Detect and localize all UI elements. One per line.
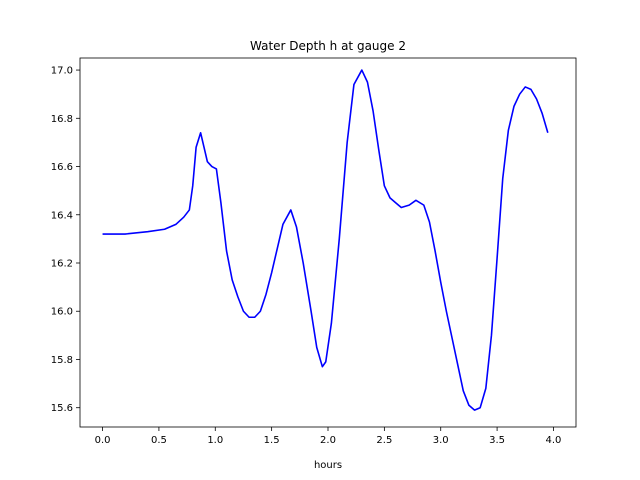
x-tick-label: 0.0: [95, 435, 111, 446]
y-tick-label: 17.0: [51, 66, 73, 77]
y-tick-label: 15.8: [51, 355, 73, 366]
x-tick-label: 0.5: [151, 435, 167, 446]
y-tick-label: 16.6: [51, 162, 73, 173]
y-tick-label: 16.8: [51, 114, 73, 125]
x-tick-label: 2.5: [376, 435, 392, 446]
y-tick-label: 16.0: [51, 307, 73, 318]
series-line-0: [102, 69, 549, 411]
x-tick-label: 4.0: [546, 435, 562, 446]
x-tick-label: 1.5: [264, 435, 280, 446]
x-tick-label: 3.5: [489, 435, 505, 446]
y-tick-label: 16.2: [51, 259, 73, 270]
x-tick-label: 1.0: [207, 435, 223, 446]
x-tick-label: 3.0: [433, 435, 449, 446]
y-tick-label: 15.6: [51, 403, 73, 414]
x-axis-label: hours: [314, 460, 342, 471]
plot-area: 0.0 0.5 1.0 1.5 2.0 2.5 3.0 3.5 4.0 15.6 15.8 16.0 1…: [51, 57, 577, 446]
chart-title: Water Depth h at gauge 2: [250, 39, 406, 53]
y-tick-label: 16.4: [51, 210, 73, 221]
x-tick-label: 2.0: [320, 435, 336, 446]
